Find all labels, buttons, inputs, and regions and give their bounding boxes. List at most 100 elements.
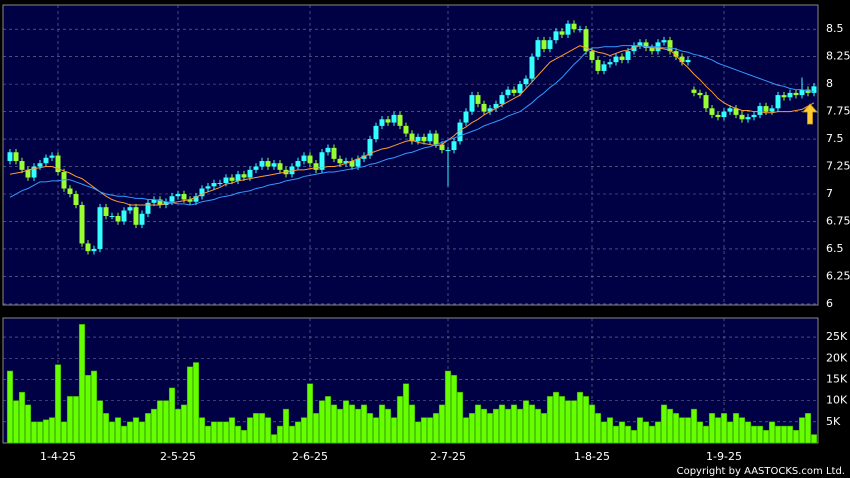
candle-body [325, 147, 331, 153]
volume-bar [102, 413, 110, 444]
candle-body [535, 40, 541, 57]
candle-body [745, 117, 751, 120]
candle-body [715, 114, 721, 118]
candle-body [409, 133, 415, 142]
candle-body [25, 169, 31, 178]
candle-body [211, 183, 217, 187]
volume-bar [540, 413, 548, 444]
volume-bar [204, 425, 212, 444]
y-tick-label: 6.5 [826, 242, 844, 255]
y-tick-label: 8.5 [826, 22, 844, 35]
y-tick-label: 6 [826, 297, 833, 310]
volume-bar [486, 413, 494, 444]
candle-body [349, 161, 355, 167]
candle-body [121, 210, 127, 222]
candle-body [805, 89, 811, 93]
x-tick-label: 1-8-25 [574, 450, 610, 463]
volume-bar [360, 404, 368, 444]
volume-bar [792, 430, 800, 444]
candle-body [421, 136, 427, 142]
candle-body [163, 201, 169, 205]
volume-bar [90, 370, 98, 444]
candle-body [613, 56, 619, 63]
volume-bar [492, 408, 500, 444]
y-tick-label: 7.25 [826, 160, 850, 173]
volume-bar [498, 404, 506, 444]
candle-body [427, 133, 433, 142]
candle-body [625, 51, 631, 60]
volume-bar [624, 425, 632, 444]
candle-body [475, 95, 481, 104]
volume-bar [444, 370, 452, 444]
candle-body [361, 155, 367, 159]
candle-body [19, 161, 25, 170]
volume-bar [684, 417, 692, 444]
volume-bar [216, 421, 224, 444]
volume-bar [198, 417, 206, 444]
candle-body [151, 199, 157, 203]
candle-body [553, 31, 559, 41]
candle-body [97, 207, 103, 249]
y-tick-label: 8.25 [826, 50, 850, 63]
volume-bar [468, 413, 476, 444]
plot-layer: 6 6.25 6.5 6.75 7 7.25 7.5 7.75 8 8.25 8.5 5K 10K 15K… [3, 5, 850, 463]
candle-body [289, 166, 295, 175]
y-tick-label: 6.25 [826, 269, 850, 282]
volume-bar [342, 400, 350, 444]
candle-body [733, 108, 739, 115]
volume-bar [186, 366, 194, 444]
candle-body [697, 92, 703, 96]
volume-bar [606, 417, 614, 444]
volume-bar [384, 408, 392, 444]
candle-body [391, 114, 397, 123]
volume-bar [162, 400, 170, 444]
current-arrow [802, 103, 818, 125]
y-tick-label: 25K [826, 330, 848, 343]
volume-bar [516, 408, 524, 444]
volume-bar [426, 417, 434, 444]
candle-body [577, 29, 583, 31]
volume-bar [744, 421, 752, 444]
volume-bar [180, 404, 188, 444]
volume-bar [210, 421, 218, 444]
volume-bar [252, 413, 260, 444]
volume-bar [642, 421, 650, 444]
volume-bar [732, 413, 740, 444]
y-tick-label: 5K [826, 415, 841, 428]
candle-body [721, 111, 727, 118]
candle-body [463, 111, 469, 123]
volume-bar [96, 400, 104, 444]
candle-body [493, 103, 499, 109]
candle-body [7, 152, 13, 162]
volume-bar [264, 417, 272, 444]
candle-body [559, 31, 565, 35]
candle-body [565, 23, 571, 35]
volume-bar [48, 417, 56, 444]
volume-bar [636, 417, 644, 444]
candle-body [571, 23, 577, 30]
volume-bar [270, 434, 278, 444]
volume-bar [228, 417, 236, 444]
volume-bar [330, 404, 338, 444]
volume-bar [108, 421, 116, 444]
candle-body [103, 207, 109, 216]
candle-body [157, 199, 163, 205]
volume-bar [462, 417, 470, 444]
candle-body [307, 155, 313, 164]
volume-bar [126, 421, 134, 444]
candle-body [667, 40, 673, 52]
candle-body [481, 103, 487, 112]
candle-body [751, 114, 757, 118]
y-tick-label: 10K [826, 394, 848, 407]
candle-body [337, 158, 343, 164]
volume-bar [114, 417, 122, 444]
candle-body [343, 161, 349, 164]
candle-body [253, 166, 259, 170]
x-tick-label: 2-7-25 [430, 450, 466, 463]
volume-bar [372, 417, 380, 444]
candle-body [187, 199, 193, 202]
volume-bar [168, 387, 176, 444]
volume-bar [30, 421, 38, 444]
candle-body [637, 42, 643, 46]
